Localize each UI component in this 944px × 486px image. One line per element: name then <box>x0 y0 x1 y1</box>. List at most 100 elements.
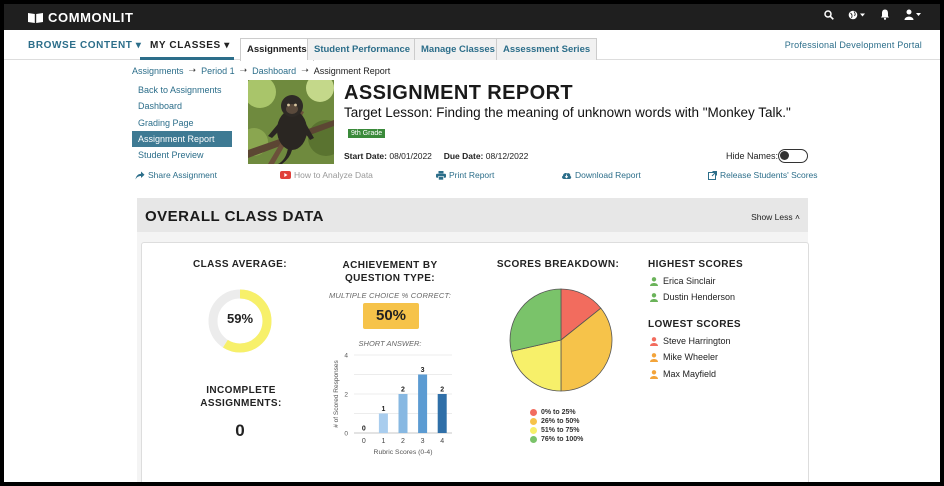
pie-slice <box>510 339 562 392</box>
show-less-toggle[interactable]: Show Less ˄ <box>751 212 800 222</box>
bar-value-label: 2 <box>401 387 405 394</box>
side-item-back-to-assignments[interactable]: Back to Assignments <box>138 85 222 95</box>
top-icons <box>824 9 922 20</box>
chevron-up-icon: ˄ <box>795 212 800 222</box>
incomplete-assignments-value: 0 <box>235 421 245 440</box>
short-answer-bar-chart: 0 2 4 0 0 1 1 2 2 3 3 2 4 Rubric Scores (0-4) # of Sco… <box>333 353 452 456</box>
professional-development-portal-link[interactable]: Professional Development Portal <box>784 40 922 50</box>
lowest-scores-heading: LOWEST SCORES <box>648 319 741 330</box>
multiple-choice-value: 50% <box>363 303 419 329</box>
caret-down-icon: ▾ <box>135 40 142 51</box>
x-tick-label: 2 <box>401 438 405 445</box>
release-scores-link[interactable]: Release Students' Scores <box>708 170 818 180</box>
short-answer-label: SHORT ANSWER: <box>358 339 422 348</box>
breadcrumb-assignments[interactable]: Assignments <box>132 65 184 76</box>
side-menu: Back to Assignments Dashboard Grading Pa… <box>132 82 232 163</box>
x-tick-label: 1 <box>381 438 385 445</box>
legend-swatch <box>530 436 537 443</box>
side-item-assignment-report[interactable]: Assignment Report <box>132 130 232 147</box>
due-date: 08/12/2022 <box>485 151 529 161</box>
bar <box>418 374 428 433</box>
student-high-2[interactable]: Dustin Henderson <box>650 292 735 302</box>
tab-student-performance[interactable]: Student Performance <box>307 38 418 60</box>
x-tick-label: 3 <box>421 438 425 445</box>
panel-title: OVERALL CLASS DATA <box>145 208 325 225</box>
how-to-analyze-link[interactable]: How to Analyze Data <box>280 170 373 180</box>
side-item-student-preview[interactable]: Student Preview <box>138 150 204 161</box>
person-icon <box>650 336 658 346</box>
arrow-right-icon: ➝ <box>239 65 248 75</box>
student-high-1[interactable]: Erica Sinclair <box>650 276 716 286</box>
globe-icon[interactable] <box>848 10 866 20</box>
scores-breakdown-heading: SCORES BREAKDOWN: <box>496 259 620 270</box>
page-title: ASSIGNMENT REPORT <box>344 82 574 104</box>
y-tick-label: 2 <box>344 392 348 399</box>
y-tick-label: 0 <box>344 431 348 438</box>
legend-item: 26% to 50% <box>530 417 583 426</box>
bar-value-label: 0 <box>362 426 366 433</box>
hide-names-label: Hide Names: <box>726 151 779 161</box>
side-item-grading-page[interactable]: Grading Page <box>138 117 194 128</box>
y-axis-label: # of Scored Responses <box>333 359 340 427</box>
legend-swatch <box>530 409 537 416</box>
achievement-heading: ACHIEVEMENT BY QUESTION TYPE: <box>342 260 438 284</box>
tab-assessment-series[interactable]: Assessment Series <box>496 38 598 60</box>
tab-manage-classes[interactable]: Manage Classes <box>414 38 502 60</box>
class-average-donut <box>208 289 272 353</box>
incomplete-assignments-heading: INCOMPLETE ASSIGNMENTS: <box>200 385 282 409</box>
x-tick-label: 4 <box>440 438 444 445</box>
download-report-link[interactable]: Download Report <box>561 170 641 180</box>
browse-content-menu[interactable]: BROWSE CONTENT ▾ <box>28 40 142 51</box>
printer-icon <box>436 170 446 180</box>
breadcrumb-period[interactable]: Period 1 <box>201 65 235 76</box>
bar <box>378 413 388 433</box>
multiple-choice-label: MULTIPLE CHOICE % CORRECT: <box>328 291 452 300</box>
class-data-card: CLASS AVERAGE: 59% INCOMPLETE ASSIGNMENT… <box>141 242 809 482</box>
bell-icon[interactable] <box>880 9 890 20</box>
brand-name: COMMONLIT <box>48 10 134 25</box>
toggle-knob <box>780 151 789 160</box>
arrow-right-icon: ➝ <box>188 65 197 75</box>
my-classes-menu[interactable]: MY CLASSES ▾ <box>150 40 230 51</box>
top-bar: COMMONLIT <box>4 4 940 30</box>
x-axis-label: Rubric Scores (0-4) <box>374 449 433 456</box>
main-nav: BROWSE CONTENT ▾ MY CLASSES ▾ Assignment… <box>4 30 940 61</box>
bar-value-label: 1 <box>381 406 385 413</box>
hide-names-toggle[interactable] <box>778 149 808 163</box>
overall-class-data-panel: OVERALL CLASS DATA Show Less ˄ CLASS AVE… <box>137 198 809 482</box>
external-link-icon <box>708 170 717 180</box>
pie-slice <box>560 307 613 392</box>
student-low-3[interactable]: Max Mayfield <box>650 369 716 379</box>
breadcrumb-current: Assignment Report <box>313 65 391 76</box>
side-item-dashboard[interactable]: Dashboard <box>138 101 183 112</box>
student-low-1[interactable]: Steve Harrington <box>650 336 731 346</box>
panel-header: OVERALL CLASS DATA Show Less ˄ <box>137 198 808 232</box>
assignment-dates: Start Date: 08/01/2022 Due Date: 08/12/2… <box>344 151 528 161</box>
print-report-link[interactable]: Print Report <box>436 170 494 180</box>
target-lesson: Target Lesson: Finding the meaning of un… <box>344 105 791 120</box>
class-average-heading: CLASS AVERAGE: <box>193 259 287 270</box>
person-icon <box>650 352 658 362</box>
x-tick-label: 0 <box>362 438 366 445</box>
due-date-label: Due Date: <box>443 151 484 161</box>
lesson-image <box>248 80 334 164</box>
arrow-right-icon: ➝ <box>301 65 309 75</box>
share-assignment-link[interactable]: Share Assignment <box>135 170 217 180</box>
person-icon <box>650 369 658 379</box>
user-icon[interactable] <box>904 9 922 20</box>
breadcrumb-dashboard[interactable]: Dashboard <box>252 65 297 76</box>
search-icon[interactable] <box>824 9 834 20</box>
legend-item: 76% to 100% <box>530 435 583 444</box>
tab-assignments[interactable]: Assignments <box>240 38 314 61</box>
grade-badge: 9th Grade <box>348 129 386 138</box>
breadcrumb: Assignments ➝ Period 1 ➝ Dashboard ➝ Ass… <box>132 65 390 76</box>
bar <box>437 394 447 433</box>
logo[interactable]: COMMONLIT <box>28 10 134 25</box>
student-low-2[interactable]: Mike Wheeler <box>650 352 718 362</box>
active-nav-indicator <box>140 57 234 60</box>
bar-value-label: 2 <box>440 387 444 394</box>
caret-down-icon: ▾ <box>224 40 230 51</box>
bar <box>398 394 408 433</box>
start-date: 08/01/2022 <box>389 151 432 161</box>
start-date-label: Start Date: <box>344 151 387 161</box>
